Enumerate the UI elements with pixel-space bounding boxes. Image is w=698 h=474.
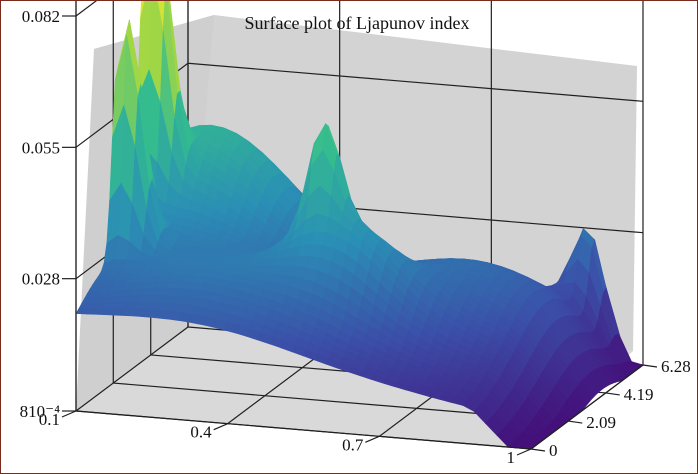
grid-line-floor xyxy=(75,326,189,412)
y-tick-mark xyxy=(642,364,658,368)
chart-title: Surface plot of Ljapunov index xyxy=(245,13,470,33)
x-tick-mark xyxy=(213,423,228,431)
surface-mesh xyxy=(75,1,644,450)
x-tick-label: 0.4 xyxy=(190,423,212,442)
y-tick-label: 2.09 xyxy=(586,413,616,432)
y-tick-mark xyxy=(568,420,583,424)
x-tick-label: 0.7 xyxy=(342,435,364,454)
axes xyxy=(61,1,658,456)
x-tick-label: 1 xyxy=(507,448,516,467)
z-tick-label: 0.055 xyxy=(22,138,60,157)
tick-labels: 810⁻⁴ 0.028 0.055 0.082 0.1 0.4 0.7 1 0 2.09 4.19 6… xyxy=(20,7,691,467)
y-tick-label: 0 xyxy=(549,441,558,460)
z-tick-label: 810⁻⁴ xyxy=(20,402,60,421)
x-tick-mark xyxy=(365,435,380,443)
y-tick-label: 6.28 xyxy=(661,357,691,376)
x-tick-label: 0.1 xyxy=(39,410,60,429)
y-tick-mark xyxy=(530,448,546,452)
x-tick-mark xyxy=(61,410,77,418)
y-tick-mark xyxy=(605,392,620,396)
y-tick-label: 4.19 xyxy=(624,385,654,404)
z-tick-label: 0.082 xyxy=(22,7,60,26)
z-tick-label: 0.028 xyxy=(22,270,60,289)
x-tick-mark xyxy=(516,448,532,456)
